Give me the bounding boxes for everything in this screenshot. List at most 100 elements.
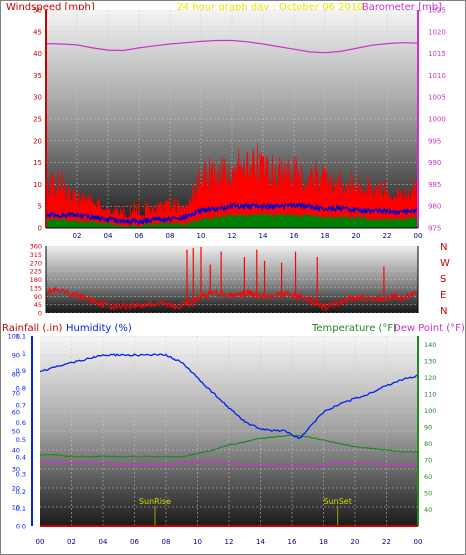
wind-x-tick-label: 04	[104, 232, 113, 240]
rainfall-y-tick-label: 0.6	[16, 419, 26, 427]
temperature-axis-title: Temperature (°F)	[311, 323, 397, 334]
barometer-y-tick-label: 995	[428, 137, 441, 145]
direction-letter-n-top: N	[440, 242, 447, 253]
wind-x-tick-label: 02	[73, 232, 82, 240]
wind-x-tick-label: 22	[383, 232, 392, 240]
wind-y-tick-label: 10	[33, 181, 42, 189]
temperature-y-tick-label: 80	[424, 440, 432, 448]
wind-x-tick-label: 18	[321, 232, 330, 240]
temperature-y-tick-label: 70	[424, 456, 432, 464]
graph-title: 24 hour graph day : October 06 2010	[176, 2, 363, 13]
humidity-y-tick-label: 100	[8, 333, 20, 341]
wind-x-tick-label: 00	[414, 232, 423, 240]
rainfall-y-tick-label: 0.8	[16, 384, 26, 392]
temp-plot-area: SunRise SunSet	[40, 336, 418, 526]
wind-x-tick-label: 20	[352, 232, 361, 240]
wind-y-tick-label: 30	[33, 94, 42, 102]
sunset-label: SunSet	[323, 497, 351, 506]
direction-y-tick-label: 360	[30, 243, 42, 251]
rainfall-y-tick-label: 1	[22, 350, 26, 358]
temp-x-tick-label: 06	[130, 538, 139, 546]
direction-letter-s: S	[440, 274, 446, 285]
temp-x-tick-label: 20	[351, 538, 360, 546]
barometer-y-tick-label: 1005	[428, 94, 446, 102]
direction-plot-area	[46, 246, 418, 313]
temperature-y-tick-label: 40	[424, 506, 432, 514]
wind-y-tick-label: 50	[33, 7, 42, 15]
barometer-y-tick-label: 990	[428, 159, 441, 167]
wind-y-tick-label: 45	[33, 28, 42, 36]
wind-x-tick-label: 12	[228, 232, 237, 240]
rainfall-y-tick-label: 0	[22, 523, 26, 531]
windspeed-series	[46, 143, 418, 228]
direction-y-tick-label: 225	[30, 268, 42, 276]
direction-letter-w: W	[440, 258, 450, 269]
wind-y-tick-label: 25	[33, 116, 42, 124]
direction-letters: N W S E N	[440, 242, 450, 317]
rainfall-axis-title: Rainfall (.in)	[2, 323, 63, 334]
humidity-y-tick-label: 50	[12, 428, 20, 436]
direction-series	[46, 286, 418, 313]
wind-y-tick-label: 5	[38, 203, 42, 211]
wind-average-series	[46, 201, 418, 227]
windspeed-axis-title: Windspeed [mph]	[6, 2, 95, 13]
sunrise-label: SunRise	[139, 497, 171, 506]
wind-y-tick-label: 0	[38, 225, 42, 233]
rainfall-y-tick-label: 0.7	[16, 402, 26, 410]
dewpoint-axis-title: Dew Point (°F)	[393, 323, 465, 334]
temp-x-tick-label: 00	[414, 538, 423, 546]
temp-x-tick-label: 00	[36, 538, 45, 546]
barometer-y-tick-label: 1020	[428, 28, 446, 36]
temp-x-tick-label: 08	[162, 538, 171, 546]
temperature-series	[40, 434, 418, 458]
wind-axes: 0510152025303540455097598098599099510001…	[33, 7, 446, 241]
humidity-axis-title: Humidity (%)	[66, 323, 132, 334]
humidity-y-tick-label: 20	[12, 485, 20, 493]
humidity-y-tick-label: 70	[12, 390, 20, 398]
temperature-y-tick-label: 140	[424, 341, 436, 349]
direction-y-tick-label: 45	[34, 301, 42, 309]
rainfall-y-tick-label: 0.3	[16, 471, 26, 479]
temp-x-tick-label: 16	[288, 538, 297, 546]
rainfall-y-tick-label: 0.1	[16, 505, 26, 513]
direction-letter-n-bottom: N	[440, 306, 447, 317]
humidity-series	[40, 353, 418, 440]
temp-x-tick-label: 10	[193, 538, 202, 546]
humidity-y-tick-label: 60	[12, 409, 20, 417]
temp-x-tick-label: 22	[382, 538, 391, 546]
temperature-y-tick-label: 110	[424, 390, 436, 398]
rainfall-y-tick-label: 1.1	[16, 333, 26, 341]
direction-y-tick-label: 135	[30, 284, 42, 292]
temp-x-tick-label: 02	[67, 538, 76, 546]
direction-letter-e: E	[440, 290, 446, 301]
wind-y-tick-label: 20	[33, 137, 42, 145]
barometer-y-tick-label: 1025	[428, 7, 446, 15]
temp-x-tick-label: 14	[256, 538, 265, 546]
temperature-y-tick-label: 50	[424, 489, 432, 497]
humidity-y-tick-label: 80	[12, 371, 20, 379]
temp-x-tick-label: 18	[319, 538, 328, 546]
humidity-y-tick-label: 0	[16, 523, 20, 531]
barometer-y-tick-label: 975	[428, 225, 441, 233]
barometer-y-tick-label: 1010	[428, 72, 446, 80]
rainfall-y-tick-label: 0.2	[16, 488, 26, 496]
wind-y-tick-label: 15	[33, 159, 42, 167]
wind-y-tick-label: 35	[33, 72, 42, 80]
wind-x-tick-label: 06	[135, 232, 144, 240]
wind-y-tick-label: 40	[33, 50, 42, 58]
temperature-y-tick-label: 100	[424, 407, 436, 415]
direction-y-tick-label: 0	[38, 310, 42, 318]
temp-x-tick-label: 12	[225, 538, 234, 546]
dewpoint-series	[40, 460, 418, 468]
barometer-series	[46, 39, 418, 54]
wind-low-series	[46, 212, 418, 228]
temperature-y-tick-label: 120	[424, 374, 436, 382]
temp-axes: 010203040506070809010000.10.20.30.40.50.…	[8, 333, 437, 547]
direction-y-tick-label: 180	[30, 276, 42, 284]
humidity-y-tick-label: 30	[12, 466, 20, 474]
direction-y-tick-label: 90	[34, 293, 42, 301]
barometer-axis-title: Barometer [mb]	[362, 2, 442, 13]
